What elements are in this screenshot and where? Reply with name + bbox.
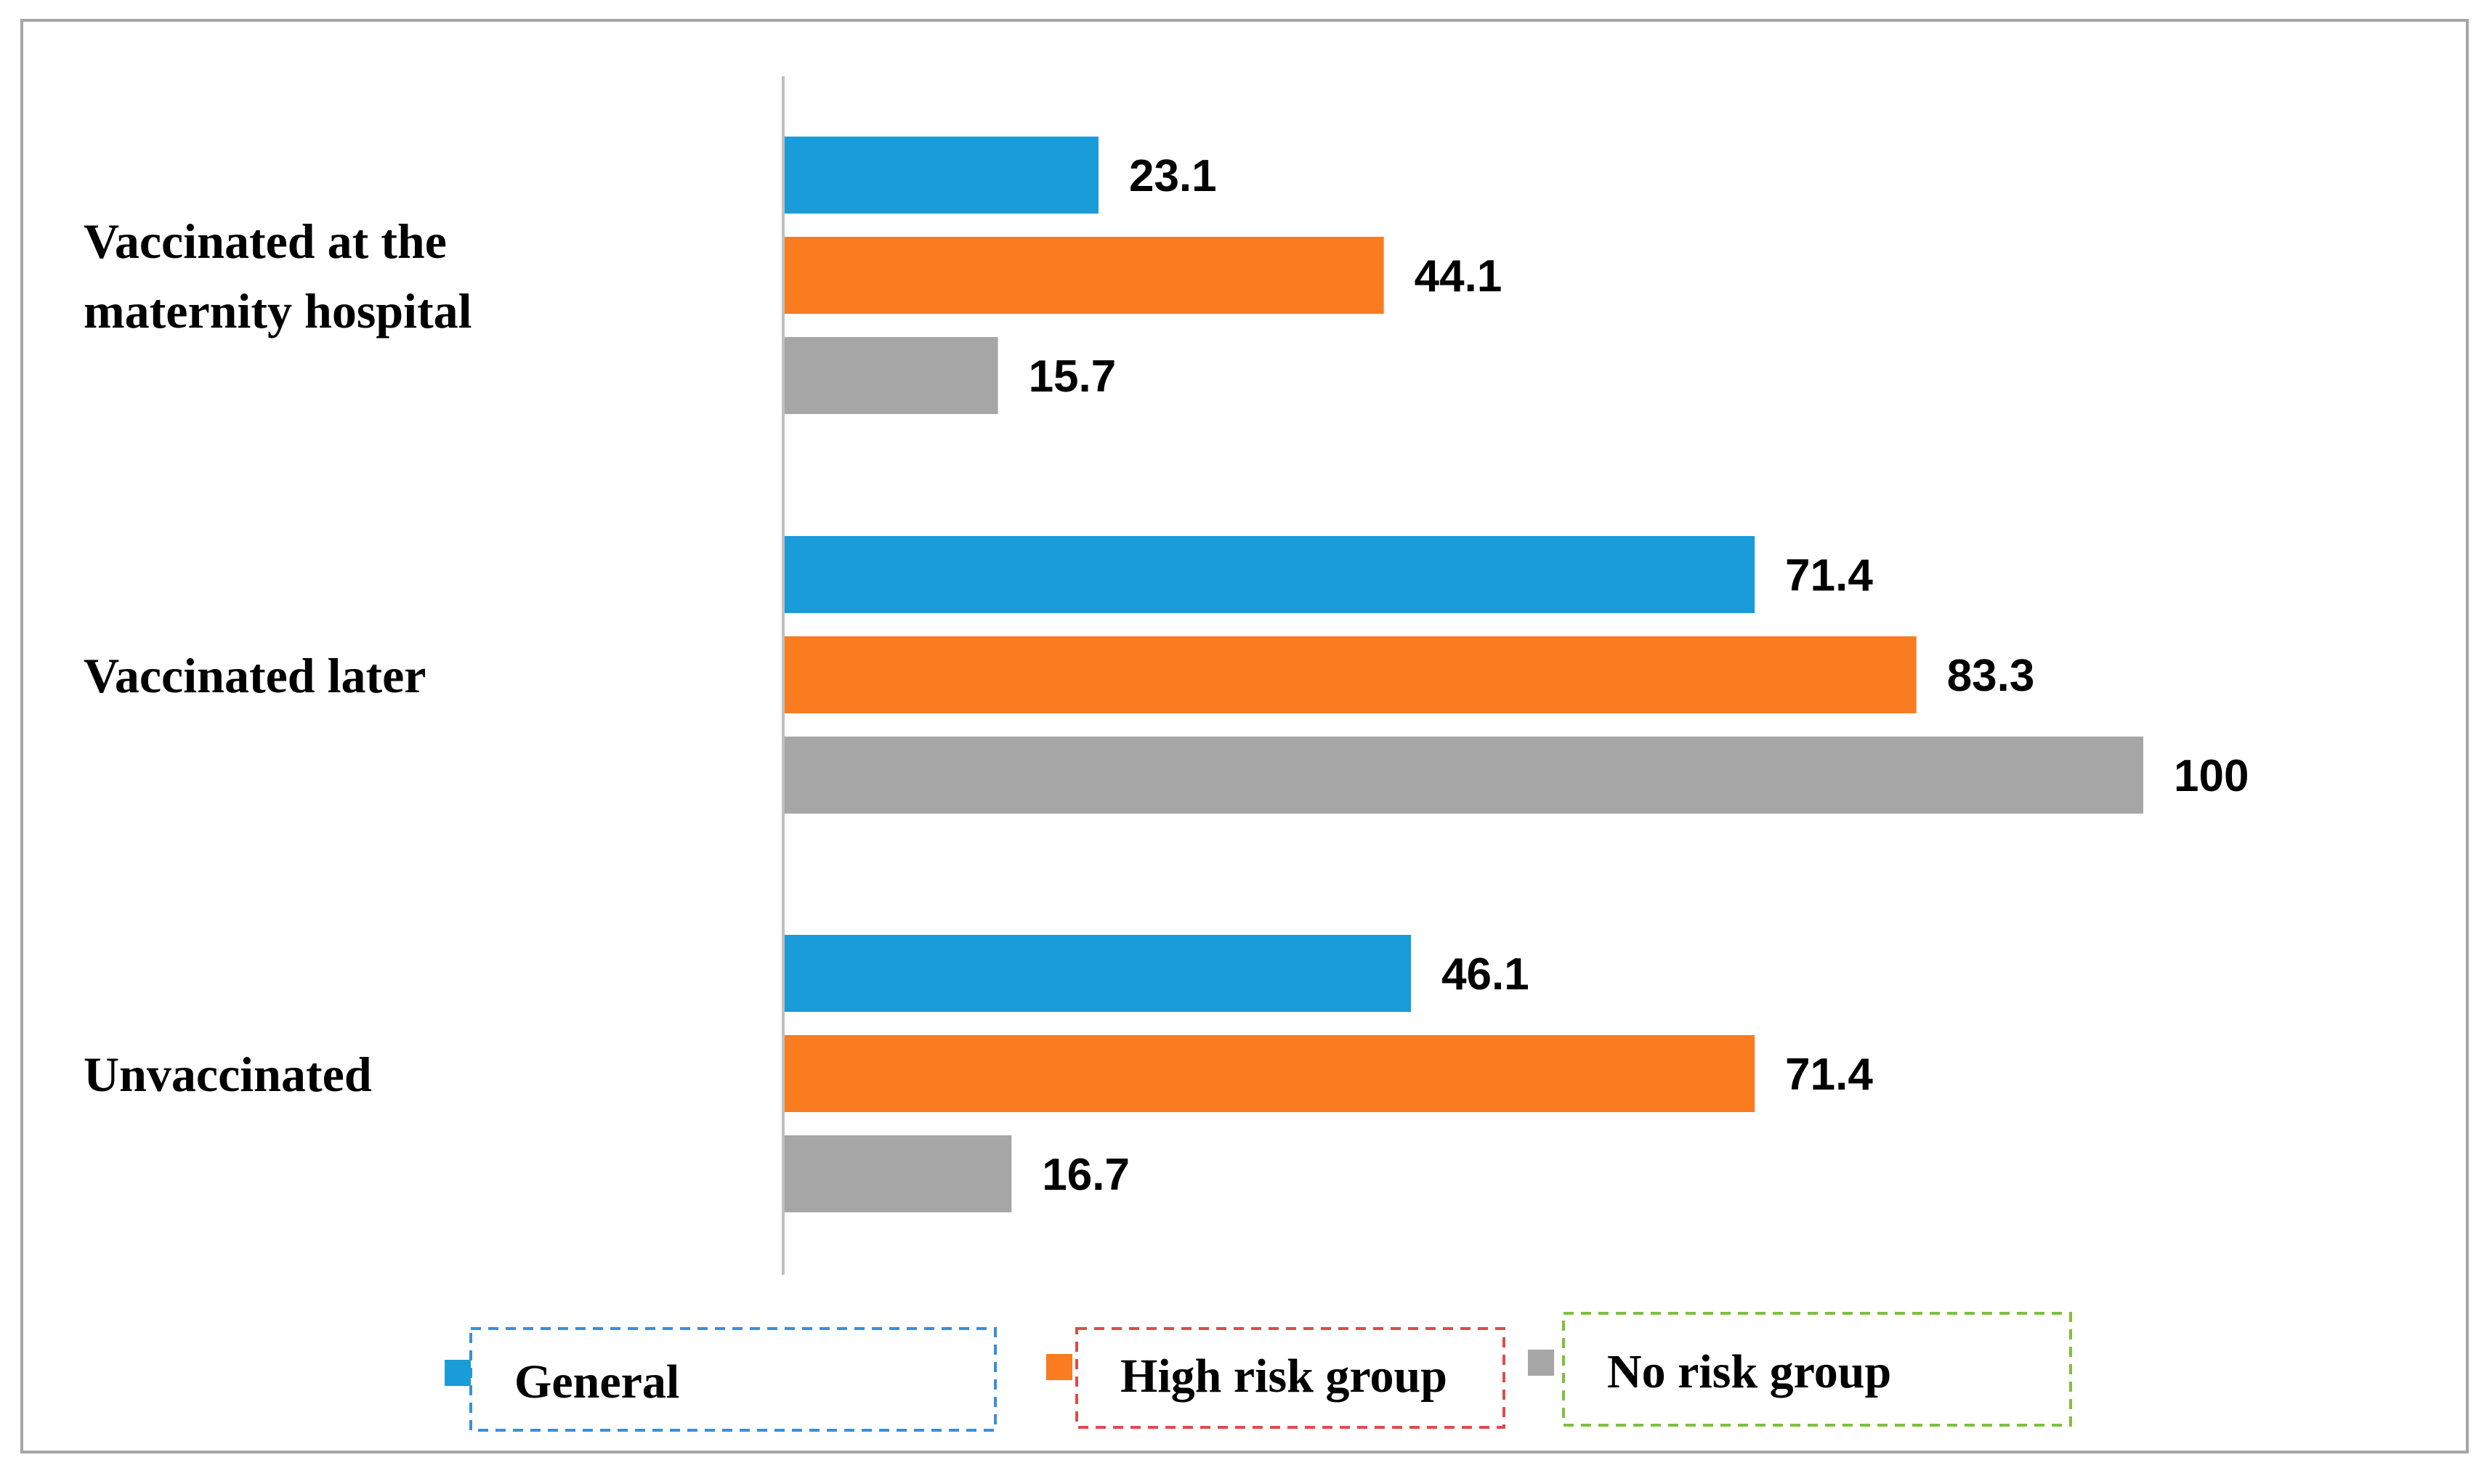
legend-marker (1046, 1354, 1072, 1380)
data-label: 83.3 (1947, 651, 2035, 701)
bar-general (785, 536, 1755, 613)
category-label: Vaccinated later (84, 648, 426, 703)
data-label: 100 (2174, 751, 2249, 801)
bar-high-risk-group (785, 1035, 1755, 1112)
legend-box (469, 1327, 997, 1432)
category-labels: Vaccinated at the maternity hospital Vacci… (84, 214, 472, 1102)
bar-general (785, 935, 1412, 1012)
data-label: 71.4 (1785, 1050, 1873, 1100)
bar-no-risk-group (785, 737, 2143, 814)
category-label: maternity hospital (84, 283, 472, 338)
data-label: 23.1 (1129, 151, 1217, 201)
value-labels: 23.1 44.1 15.7 71.4 83.3 100 46.1 71.4 16.7 (1029, 151, 2249, 1200)
bar-no-risk-group (785, 337, 998, 414)
legend-label: No risk group (1607, 1345, 1891, 1398)
legend-box (1562, 1312, 2072, 1427)
bar-high-risk-group (785, 636, 1917, 713)
bar-high-risk-group (785, 237, 1384, 314)
legend-label: General (514, 1355, 679, 1408)
legend-box (1075, 1327, 1505, 1429)
data-label: 44.1 (1415, 251, 1502, 301)
data-label: 71.4 (1785, 551, 1873, 601)
category-label: Unvaccinated (84, 1047, 372, 1102)
bar-general (785, 137, 1099, 214)
legend: General High risk group No risk group (445, 1312, 2072, 1432)
bars (785, 137, 2143, 1212)
legend-marker (445, 1360, 471, 1386)
legend-marker (1528, 1350, 1554, 1376)
data-label: 16.7 (1042, 1150, 1130, 1200)
data-label: 15.7 (1029, 352, 1117, 402)
bar-no-risk-group (785, 1135, 1012, 1212)
legend-label: High risk group (1120, 1350, 1447, 1403)
data-label: 46.1 (1441, 949, 1529, 1000)
category-label: Vaccinated at the (84, 214, 447, 269)
